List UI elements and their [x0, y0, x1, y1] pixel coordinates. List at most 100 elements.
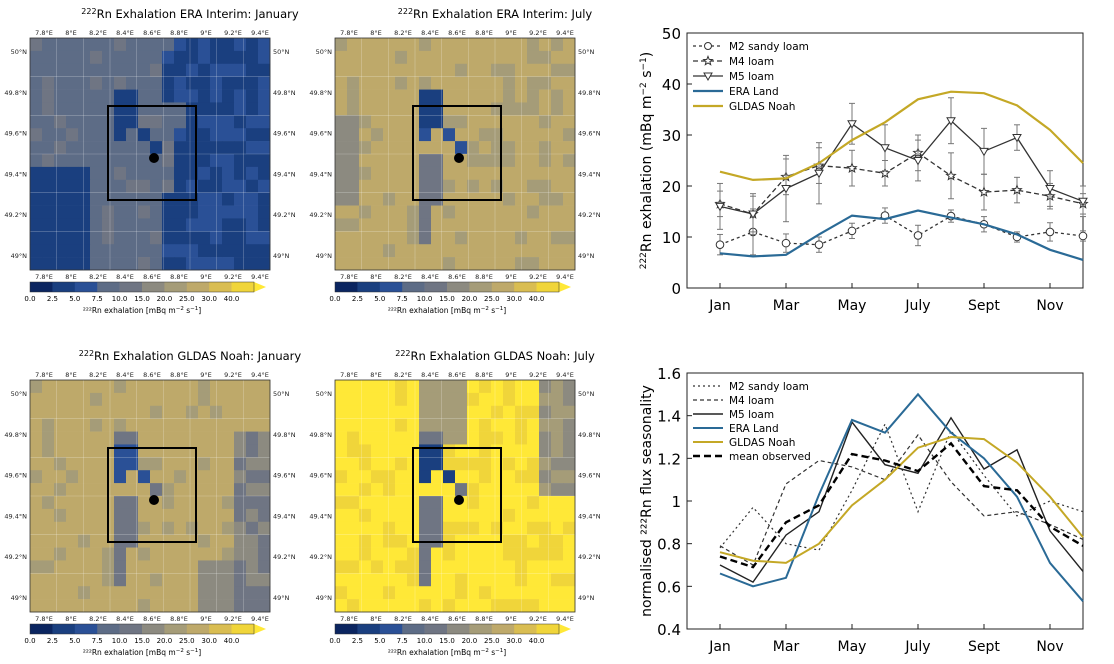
map-cell	[150, 141, 163, 155]
map-cell	[359, 63, 372, 77]
map-cell	[114, 63, 127, 77]
map-cell	[246, 218, 259, 232]
colorbar-tick: 0.0	[24, 295, 35, 303]
map-cell	[335, 380, 348, 394]
map-cell	[78, 231, 91, 245]
map-cell	[431, 89, 444, 103]
map-cell	[234, 560, 247, 574]
map-cell	[126, 115, 139, 129]
map-cell	[138, 205, 151, 219]
map-cell	[347, 599, 360, 613]
map-cell	[138, 470, 151, 484]
series-m5-loam	[719, 416, 1084, 584]
map-cell	[503, 89, 516, 103]
map-cell	[515, 166, 528, 181]
map-cell	[539, 496, 552, 510]
map-cell	[258, 521, 271, 535]
map-cell	[42, 141, 55, 155]
map-cell	[551, 521, 564, 535]
map-cell	[443, 496, 456, 510]
map-cell	[78, 154, 91, 168]
map-cell	[246, 154, 259, 168]
map-cell	[162, 205, 175, 219]
colorbar-tick: 2.5	[47, 295, 58, 303]
map-cell	[455, 141, 468, 155]
map-cell	[126, 179, 139, 193]
map-cell	[503, 166, 516, 181]
map-lat-tick-right: 49.8°N	[273, 431, 296, 439]
map-cell	[246, 457, 259, 471]
colorbar-tick: 40.0	[529, 637, 545, 645]
map-cell	[503, 218, 516, 232]
map-cell	[66, 508, 79, 523]
map-cell	[515, 470, 528, 484]
map-cell	[383, 128, 396, 142]
map-cell	[126, 418, 139, 432]
map-cell	[335, 166, 348, 181]
map-cell	[539, 115, 552, 129]
map-lat-tick-right: 49.6°N	[273, 130, 296, 138]
map-cell	[90, 63, 103, 77]
colorbar-tick: 7.5	[92, 637, 103, 645]
map-lon-tick-top: 8°E	[370, 371, 382, 379]
map-cell	[431, 50, 444, 65]
map-cell	[246, 257, 259, 271]
map-cell	[407, 547, 420, 561]
map-cell	[150, 115, 163, 129]
map-cell	[539, 521, 552, 535]
map-cell	[347, 76, 360, 90]
colorbar-segment	[74, 624, 98, 634]
map-cell	[42, 599, 55, 613]
map-cell	[395, 560, 408, 574]
map-cell	[66, 257, 79, 271]
map-cell	[395, 128, 408, 142]
y-tick-label: 1	[671, 493, 681, 511]
map-cell	[383, 586, 396, 600]
map-cell	[246, 179, 259, 193]
map-cell	[90, 431, 103, 445]
map-cell	[335, 205, 348, 219]
map-lon-tick-top: 8.4°E	[421, 29, 439, 37]
map-cell	[138, 63, 151, 77]
map-cell	[198, 405, 211, 419]
map-lon-tick-bottom: 8°E	[65, 273, 77, 281]
map-cell	[198, 179, 211, 193]
map-cell	[455, 218, 468, 232]
map-cell	[54, 179, 67, 193]
map-cell	[551, 573, 564, 587]
map-cell	[102, 218, 115, 232]
map-cell	[78, 179, 91, 193]
map-cell	[347, 231, 360, 245]
map-cell	[467, 38, 480, 52]
map-cell	[383, 380, 396, 394]
map-cell	[162, 521, 175, 535]
map-cell	[443, 205, 456, 219]
map-cell	[210, 89, 223, 103]
colorbar-tick: 7.5	[92, 295, 103, 303]
map-cell	[210, 115, 223, 129]
map-cell	[551, 102, 564, 116]
map-cell	[246, 573, 259, 587]
map-cell	[515, 444, 528, 458]
map-cell	[258, 560, 271, 574]
map-cell	[467, 102, 480, 116]
colorbar-segment	[469, 282, 493, 292]
map-lon-tick-bottom: 9°E	[505, 273, 517, 281]
map-cell	[174, 392, 187, 407]
map-cell	[150, 257, 163, 271]
map-cell	[162, 599, 175, 613]
map-cell	[114, 470, 127, 484]
map-cell	[222, 470, 235, 484]
map-lon-tick-top: 8.6°E	[143, 371, 161, 379]
map-cell	[258, 141, 271, 155]
map-cell	[467, 547, 480, 561]
map-cell	[222, 431, 235, 445]
map-cell	[527, 496, 540, 510]
map-cell	[138, 380, 151, 394]
map-cell	[551, 50, 564, 65]
map-cell	[138, 586, 151, 600]
map-cell	[234, 141, 247, 155]
map-cell	[563, 63, 576, 77]
map-cell	[222, 50, 235, 65]
map-cell	[222, 560, 235, 574]
